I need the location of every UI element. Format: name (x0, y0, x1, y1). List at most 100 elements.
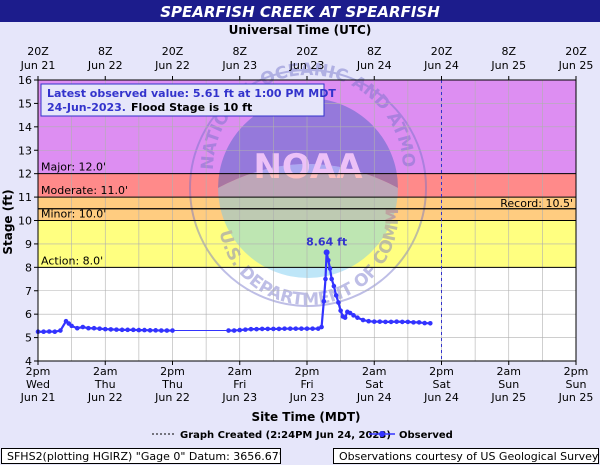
x-tick-date-6: Jun 24 (423, 391, 459, 404)
top-axis-label: Universal Time (UTC) (229, 23, 372, 37)
x-tick-day-6: Sat (432, 378, 451, 391)
noaa-logo-sky (218, 98, 398, 188)
legend-observed-label: Observed (399, 430, 453, 441)
data-point-12 (97, 326, 102, 331)
latest-value-line1: Latest observed value: 5.61 ft at 1:00 P… (47, 87, 336, 100)
data-point-67 (399, 319, 405, 325)
x-tick-time-6: 2pm (429, 365, 454, 378)
top-tick-date-2: Jun 22 (154, 59, 190, 72)
data-point-21 (147, 328, 153, 333)
x-tick-time-7: 2am (497, 365, 521, 378)
data-point-11 (91, 325, 97, 331)
data-point-61 (366, 318, 371, 324)
x-tick-day-3: Fri (233, 378, 246, 391)
data-point-57 (347, 310, 353, 316)
data-point-53 (338, 308, 343, 313)
data-point-16 (119, 327, 125, 333)
top-tick-time-2: 20Z (162, 45, 184, 58)
top-tick-date-3: Jun 23 (221, 59, 257, 72)
data-point-20 (142, 327, 147, 333)
top-tick-date-7: Jun 25 (490, 59, 526, 72)
x-tick-time-8: 2pm (564, 365, 589, 378)
noaa-logo-center: NOAA (253, 147, 363, 187)
footer-attribution: Observations courtesy of US Geological S… (333, 448, 599, 464)
title-bar (0, 0, 600, 22)
y-tick-label-2: 6 (25, 308, 32, 321)
x-tick-date-3: Jun 23 (221, 391, 257, 404)
x-tick-time-2: 2pm (160, 365, 185, 378)
top-tick-time-0: 20Z (27, 45, 49, 58)
data-point-22 (153, 328, 158, 333)
data-point-9 (80, 324, 86, 330)
x-tick-day-8: Sun (566, 378, 587, 391)
data-point-28 (237, 327, 243, 333)
x-tick-time-4: 2pm (295, 365, 320, 378)
data-point-47 (325, 258, 331, 263)
y-tick-label-4: 8 (25, 261, 32, 274)
data-point-66 (394, 319, 399, 324)
latest-value-date: 24-Jun-2023. (47, 101, 126, 114)
peak-annotation: 8.64 ft (306, 235, 347, 256)
x-tick-day-0: Wed (26, 378, 50, 391)
data-point-37 (287, 326, 293, 331)
x-tick-date-0: Jun 21 (20, 391, 56, 404)
data-point-31 (254, 326, 259, 332)
data-point-63 (377, 319, 383, 324)
data-point-62 (371, 319, 377, 324)
data-point-39 (299, 326, 304, 331)
flood-stage-text: Flood Stage is 10 ft (131, 101, 252, 114)
data-point-17 (125, 327, 130, 333)
data-point-18 (130, 327, 136, 333)
record-label: Record: 10.5' (500, 197, 573, 210)
top-tick-date-0: Jun 21 (20, 59, 56, 72)
data-point-59 (355, 315, 360, 320)
data-point-29 (243, 327, 248, 332)
data-point-55 (342, 315, 348, 320)
x-tick-day-5: Sat (365, 378, 384, 391)
data-point-19 (136, 327, 142, 333)
data-point-69 (411, 320, 416, 325)
data-point-24 (164, 328, 170, 333)
data-point-14 (108, 327, 114, 332)
data-point-10 (86, 325, 91, 331)
data-point-35 (276, 326, 282, 332)
data-point-2 (46, 329, 52, 334)
data-point-60 (360, 317, 366, 323)
legend-graph-created-label: Graph Created (2:24PM Jun 24, 2023) (180, 430, 391, 441)
x-axis-label: Site Time (MDT) (252, 410, 361, 424)
y-tick-label-12: 16 (18, 74, 32, 87)
data-point-1 (41, 329, 46, 335)
observed-series (35, 250, 433, 335)
data-point-36 (282, 326, 287, 331)
top-tick-time-4: 20Z (296, 45, 318, 58)
x-tick-day-7: Sun (498, 378, 519, 391)
y-tick-label-10: 14 (18, 121, 32, 134)
y-tick-label-6: 10 (18, 215, 32, 228)
x-tick-time-3: 2am (228, 365, 252, 378)
data-point-32 (259, 326, 265, 332)
data-point-72 (427, 320, 433, 326)
x-tick-time-5: 2am (362, 365, 386, 378)
data-point-23 (158, 328, 164, 333)
top-tick-date-6: Jun 24 (423, 59, 459, 72)
data-point-52 (336, 300, 341, 305)
noaa-logo-ring (189, 69, 427, 307)
data-point-70 (416, 320, 422, 325)
x-tick-date-1: Jun 22 (87, 391, 123, 404)
data-point-58 (351, 313, 356, 318)
data-point-25 (170, 328, 175, 333)
threshold-label-3: Minor: 10.0' (41, 208, 106, 221)
y-tick-label-11: 15 (18, 97, 32, 110)
data-point-33 (265, 326, 271, 332)
data-point-71 (422, 320, 427, 326)
data-point-48 (327, 266, 333, 271)
x-tick-time-0: 2pm (26, 365, 51, 378)
top-tick-time-3: 8Z (232, 45, 247, 58)
x-tick-day-1: Thu (94, 378, 116, 391)
data-point-68 (405, 319, 411, 325)
top-tick-date-5: Jun 24 (356, 59, 392, 72)
data-point-8 (74, 325, 80, 331)
x-tick-date-4: Jun 23 (289, 391, 325, 404)
